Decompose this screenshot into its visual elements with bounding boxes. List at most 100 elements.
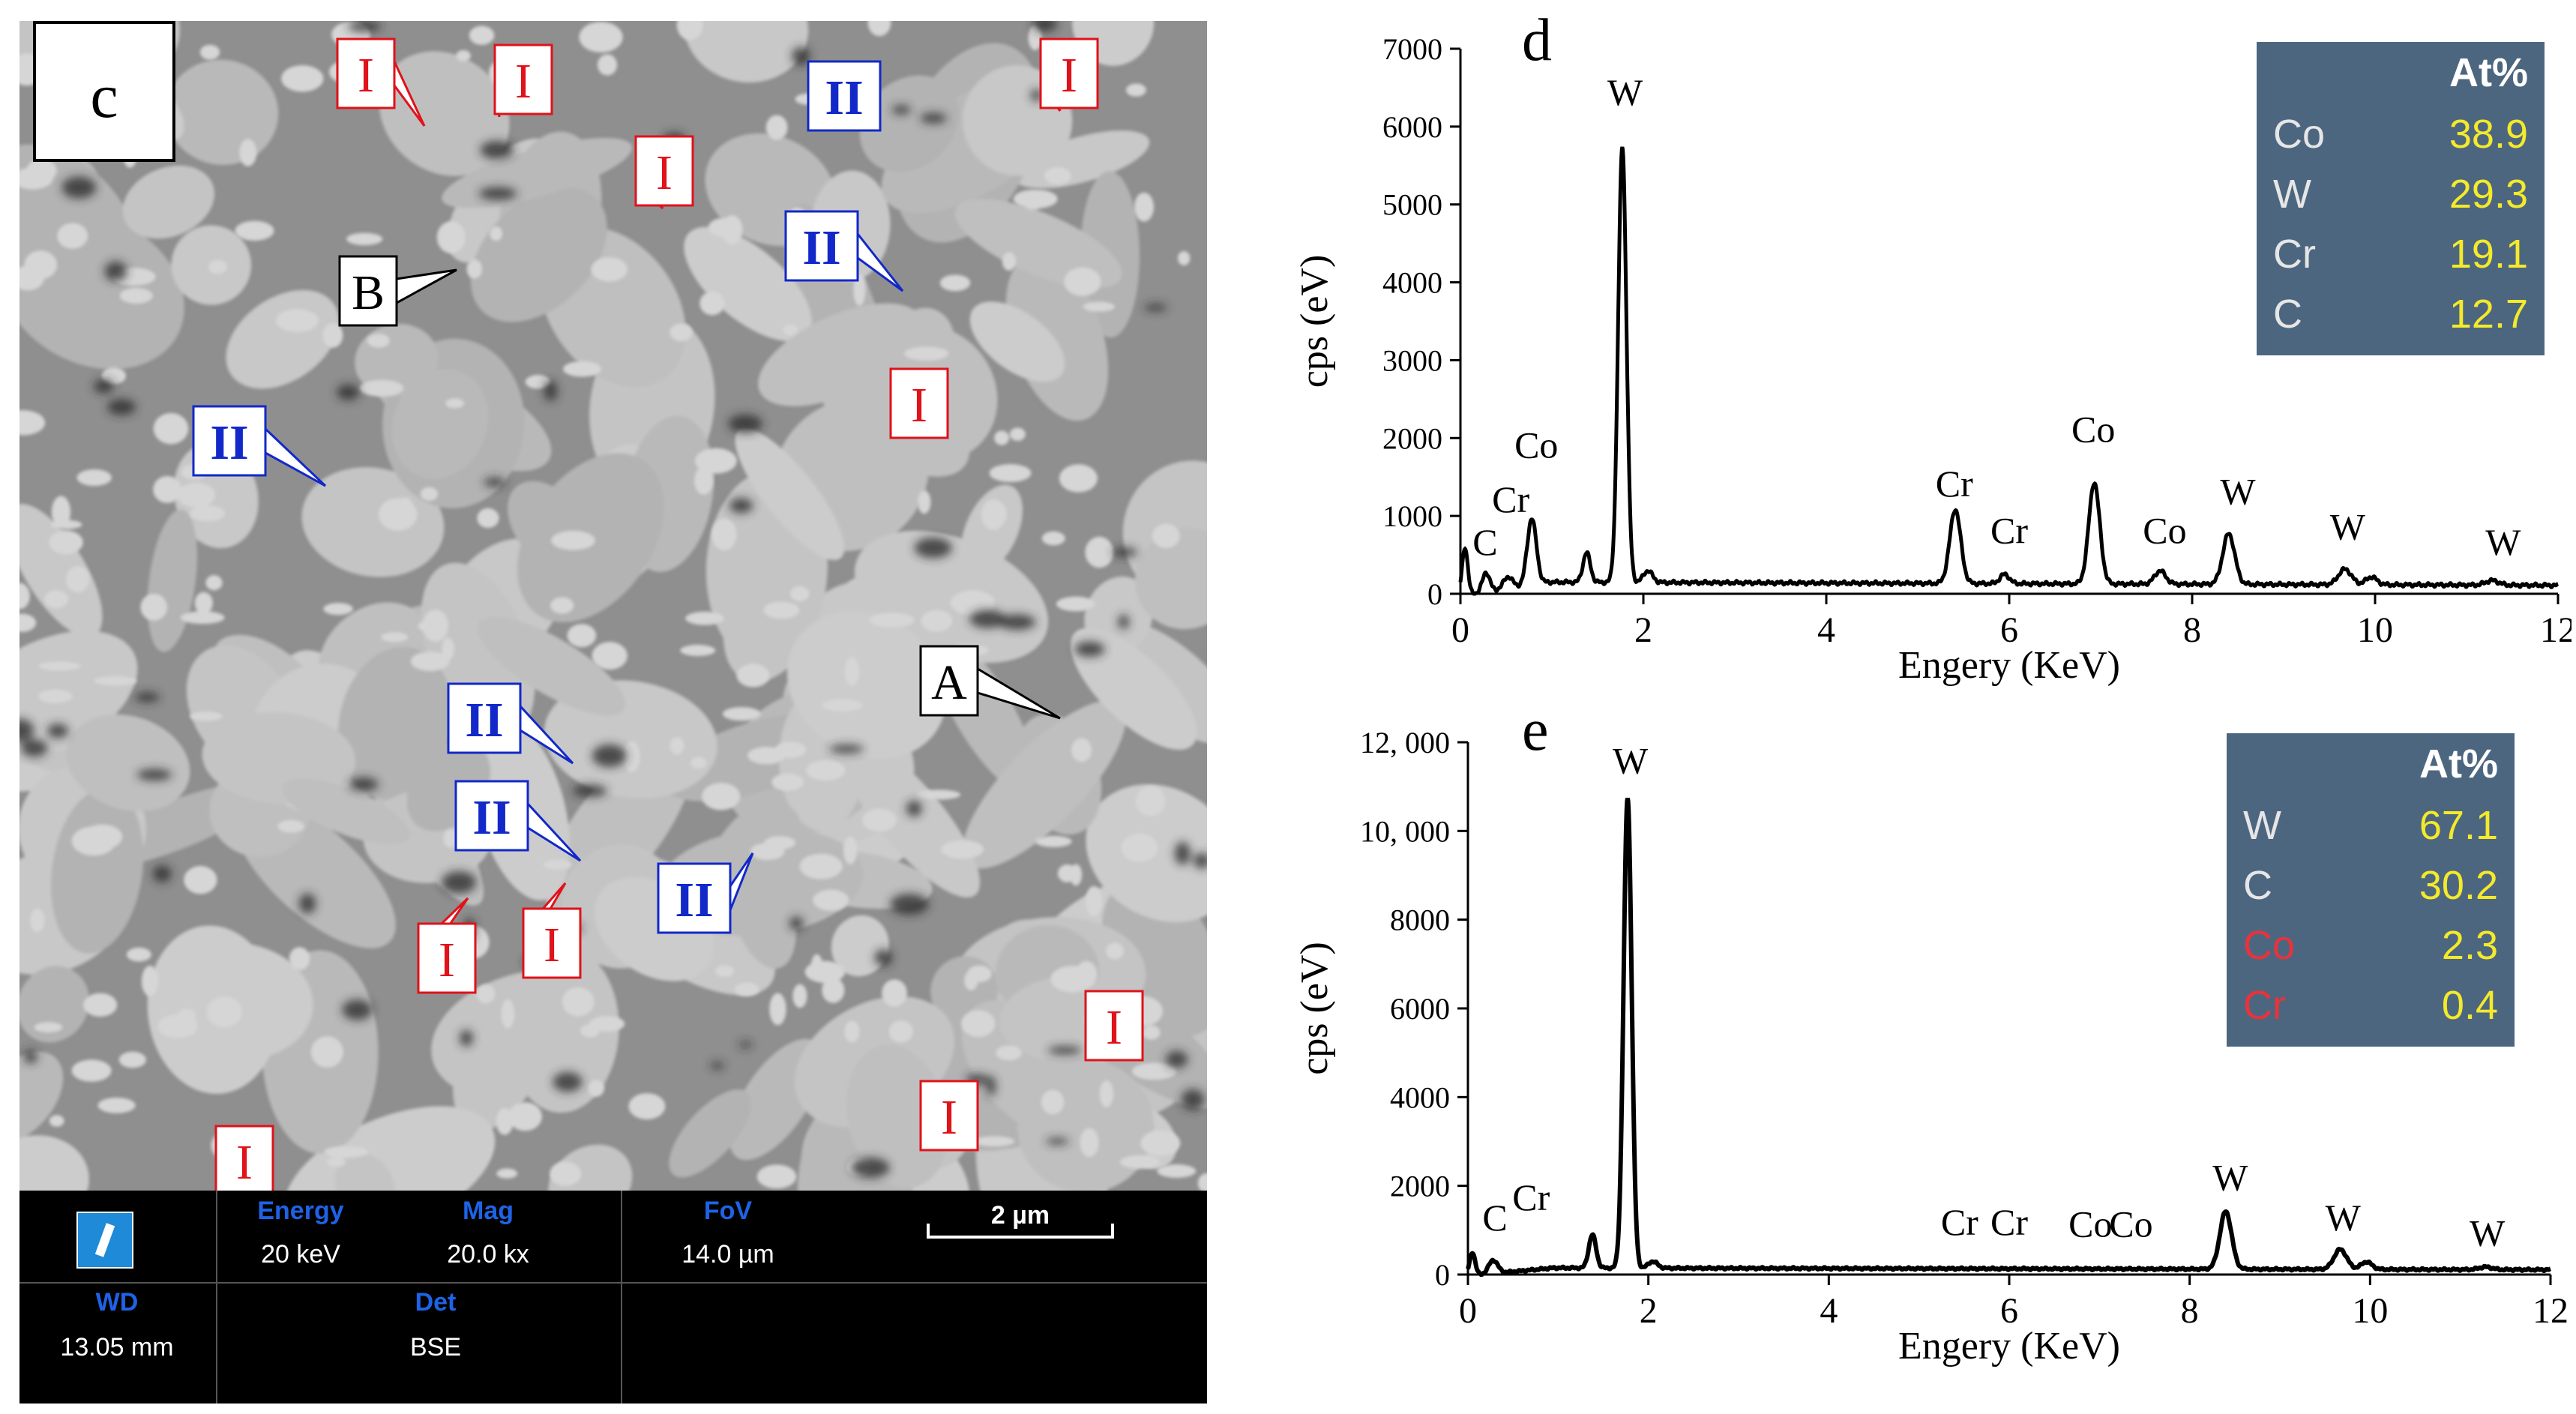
carbide-grain — [859, 75, 960, 172]
pore — [298, 893, 316, 914]
fine-grain — [310, 1036, 343, 1068]
pore — [986, 1076, 996, 1097]
fine-grain — [1083, 301, 1115, 312]
fine-grain — [208, 259, 228, 274]
fine-grain — [1152, 523, 1180, 549]
fine-grain — [747, 747, 786, 765]
pore — [152, 865, 172, 882]
fine-grain — [126, 947, 151, 962]
composition-row-w: W 29.3 — [2257, 171, 2545, 231]
carbide-grain — [786, 611, 947, 759]
carbide-grain — [735, 428, 845, 561]
pore — [94, 379, 114, 394]
fine-grain — [543, 859, 572, 870]
fine-grain — [843, 836, 858, 864]
fine-grain — [19, 410, 46, 436]
chart-e-ticks: 0 2 4 6 8 10 12 0 2000 4000 6000 8000 10, 000 12, 000 — [1360, 726, 2569, 1331]
pore — [61, 176, 97, 199]
pore — [1112, 547, 1137, 557]
carbide-grain — [684, 226, 812, 342]
fine-grain — [853, 274, 866, 307]
y-tick-label: 6000 — [1390, 992, 1450, 1026]
fine-grain — [888, 1020, 914, 1043]
chart-e-x-axis-label: Engery (KeV) — [1898, 1325, 2120, 1368]
fine-grain — [550, 1161, 582, 1186]
carbide-grain — [392, 369, 489, 479]
fine-grain — [420, 487, 439, 502]
x-tick-label: 12 — [2540, 610, 2572, 650]
callout-label: I — [515, 54, 532, 109]
x-tick-label: 6 — [2000, 1291, 2018, 1331]
fine-grain — [51, 496, 71, 529]
fine-grain — [921, 610, 953, 632]
fine-grain — [346, 232, 383, 245]
fine-grain — [756, 1164, 797, 1189]
carbide-grain — [684, 21, 809, 83]
x-tick-label: 4 — [1817, 610, 1835, 650]
peak-label-w: W — [2485, 521, 2521, 563]
callout-i: I — [493, 43, 553, 118]
pore — [342, 999, 373, 1020]
panel-label-c: c — [90, 61, 118, 131]
carbide-grain — [379, 51, 510, 176]
fine-grain — [813, 889, 849, 911]
x-tick-label: 8 — [2183, 610, 2201, 650]
fine-grain — [715, 965, 735, 978]
carbide-grain — [282, 778, 411, 845]
callout-label: I — [911, 378, 927, 433]
fine-grain — [1178, 251, 1191, 265]
carbide-grain — [122, 165, 215, 239]
fine-grain — [1041, 1089, 1065, 1115]
fine-grain — [239, 139, 257, 166]
fine-grain — [326, 1157, 346, 1167]
fine-grain — [37, 661, 81, 671]
fine-grain — [966, 965, 992, 983]
fine-grain — [525, 375, 550, 389]
pore — [969, 610, 1006, 628]
fine-grain — [680, 645, 716, 657]
pore — [711, 1062, 724, 1070]
fine-grain — [699, 291, 725, 316]
panel-label-box: c — [33, 21, 175, 162]
fine-grain — [939, 274, 971, 292]
pore — [890, 893, 929, 915]
carbide-grain — [19, 966, 90, 1043]
y-tick-label: 2000 — [1390, 1170, 1450, 1203]
pore — [728, 414, 762, 433]
pore — [553, 1071, 583, 1092]
fine-grain — [37, 689, 73, 703]
carbide-grain — [477, 616, 625, 716]
chart-e-y-axis-label: cps (eV) — [1293, 942, 1336, 1075]
fov-value: 14.0 µm — [681, 1240, 774, 1269]
fine-grain — [904, 346, 949, 361]
pore — [1118, 614, 1130, 630]
y-tick-label: 2000 — [1382, 421, 1442, 455]
fine-grain — [806, 759, 846, 781]
y-tick-label: 12, 000 — [1360, 726, 1450, 759]
composition-row-c: C 12.7 — [2257, 291, 2545, 351]
carbide-grain — [669, 1089, 752, 1178]
pore — [906, 800, 922, 817]
fine-grain — [769, 993, 786, 1026]
pore — [1045, 1137, 1069, 1145]
callout-i: I — [1084, 990, 1144, 1062]
composition-row-c: C 30.2 — [2227, 862, 2515, 922]
fine-grain — [30, 908, 45, 933]
carbide-grain — [470, 187, 607, 322]
eds-spectrum-chart-e: e 0 2 4 6 8 10 12 0 2000 4000 6000 8000 10, 000 12, 0… — [1293, 705, 2569, 1368]
fine-grain — [984, 500, 1007, 529]
fine-grain — [456, 49, 471, 62]
pore — [874, 949, 893, 966]
det-value: BSE — [409, 1333, 462, 1362]
fine-grain — [477, 508, 499, 529]
fine-grain — [1080, 1128, 1099, 1158]
fine-grain — [1022, 194, 1044, 211]
fine-grain — [1131, 1062, 1176, 1080]
callout-label: I — [656, 145, 672, 200]
element-symbol: Cr — [2273, 232, 2316, 277]
pore — [337, 384, 360, 400]
fine-grain — [792, 984, 807, 1008]
fine-grain — [562, 987, 595, 1017]
fine-grain — [410, 652, 450, 672]
